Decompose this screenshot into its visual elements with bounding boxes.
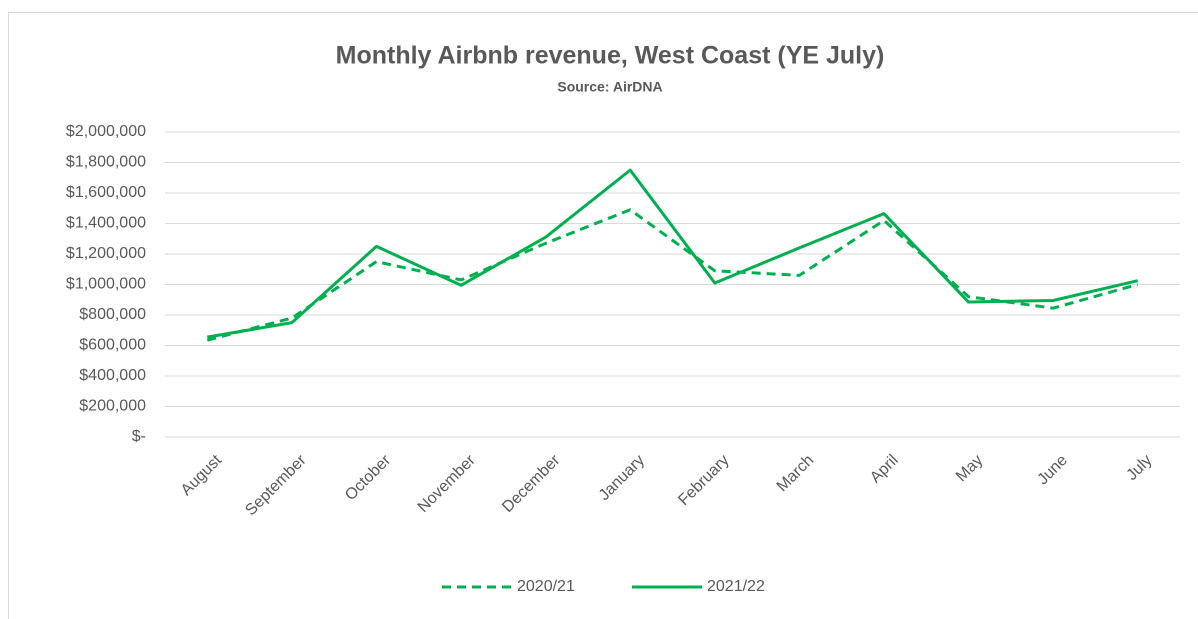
series-line [206, 208, 1139, 342]
y-tick-label: $200,000 [79, 398, 146, 415]
y-tick-label: $2,000,000 [66, 123, 146, 140]
y-tick-label: $600,000 [79, 337, 146, 354]
chart-title: Monthly Airbnb revenue, West Coast (YE J… [336, 42, 885, 70]
chart-border [8, 12, 1198, 619]
legend-label: 2021/22 [707, 578, 765, 595]
y-tick-label: $1,800,000 [66, 154, 146, 171]
y-tick-label: $- [132, 428, 146, 445]
y-tick-label: $1,000,000 [66, 276, 146, 293]
y-tick-label: $1,600,000 [66, 184, 146, 201]
y-tick-label: $400,000 [79, 367, 146, 384]
y-tick-label: $1,400,000 [66, 215, 146, 232]
chart-subtitle: Source: AirDNA [557, 79, 662, 95]
legend-label: 2020/21 [517, 578, 575, 595]
series-line [207, 168, 1139, 339]
y-tick-label: $1,200,000 [66, 245, 146, 262]
y-tick-label: $800,000 [79, 306, 146, 323]
